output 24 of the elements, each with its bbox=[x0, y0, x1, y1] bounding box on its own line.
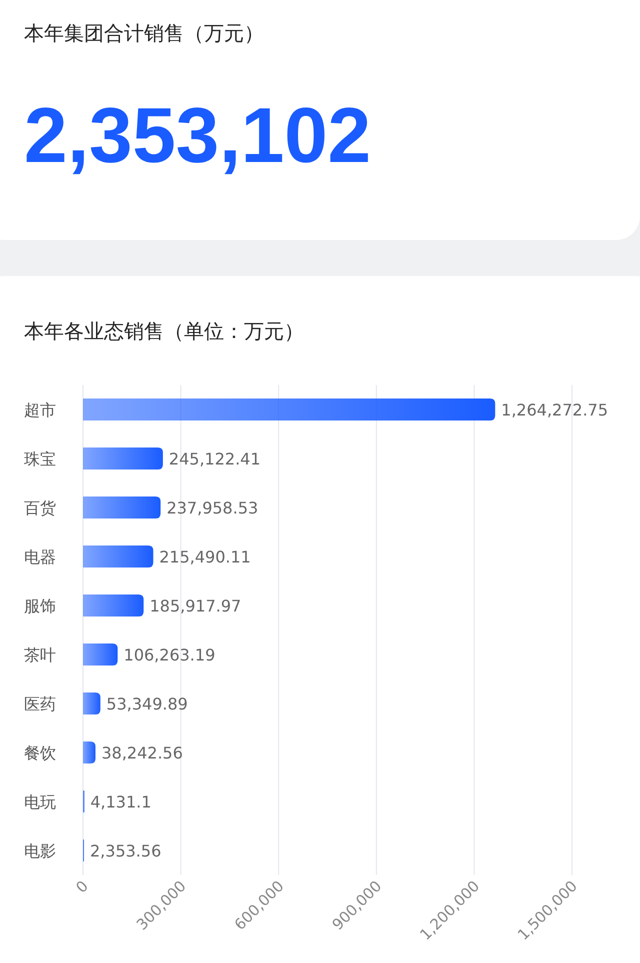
y-tick-label: 电器 bbox=[24, 548, 56, 566]
x-tick-label: 0 bbox=[72, 877, 92, 897]
y-tick-label: 医药 bbox=[24, 694, 56, 714]
text: 2,353,102 bbox=[24, 91, 372, 179]
data-label: 4,131.1 bbox=[90, 792, 152, 812]
data-label: 237,958.53 bbox=[166, 498, 258, 518]
data-label: 215,490.11 bbox=[159, 548, 251, 566]
y-tick-label: 电影 bbox=[24, 842, 56, 860]
data-label: 106,263.19 bbox=[124, 646, 216, 664]
y-tick-label: 茶叶 bbox=[24, 646, 56, 664]
y-tick-label: 餐饮 bbox=[24, 744, 56, 762]
y-tick-label: 服饰 bbox=[24, 596, 56, 616]
y-tick-label: 电玩 bbox=[24, 792, 56, 812]
data-label: 245,122.41 bbox=[168, 450, 261, 468]
y-tick-label: 百货 bbox=[24, 498, 56, 518]
data-label: 53,349.89 bbox=[106, 694, 188, 714]
y-tick-label: 超市 bbox=[24, 400, 56, 420]
data-label: 185,917.97 bbox=[150, 596, 242, 616]
chart-title: 本年各业态销售（单位：万元） bbox=[24, 319, 304, 343]
data-label: 1,264,272.75 bbox=[501, 400, 608, 420]
y-tick-label: 珠宝 bbox=[24, 450, 56, 468]
data-label: 2,353.56 bbox=[90, 842, 162, 860]
data-label: 38,242.56 bbox=[101, 744, 183, 762]
text: 本年集团合计销售（万元） bbox=[24, 21, 264, 45]
